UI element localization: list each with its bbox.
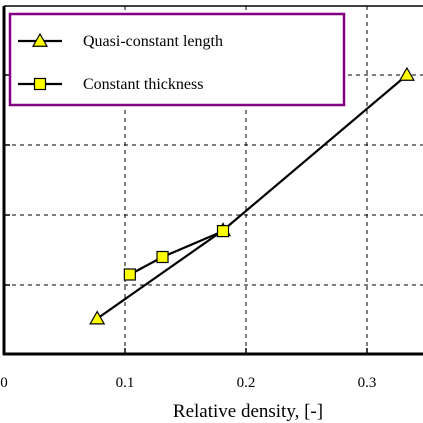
x-axis-title: Relative density, [-] bbox=[173, 401, 323, 422]
legend: Quasi-constant length Constant thickness bbox=[8, 12, 346, 107]
x-tick-label-2: 0.2 bbox=[237, 375, 256, 391]
legend-label-0: Quasi-constant length bbox=[83, 33, 223, 50]
legend-marker-0 bbox=[31, 32, 49, 47]
series-0-point-0 bbox=[89, 310, 106, 325]
series-1-point-1 bbox=[156, 250, 169, 264]
series-line-1 bbox=[129, 230, 224, 276]
legend-marker-1 bbox=[33, 77, 47, 91]
x-tick-label-0: 0 bbox=[0, 375, 8, 391]
series-1 bbox=[123, 225, 230, 281]
x-tick-labels: 0 0.1 0.2 0.3 bbox=[0, 375, 376, 391]
legend-box bbox=[8, 12, 346, 107]
legend-label-1: Constant thickness bbox=[83, 76, 203, 93]
x-tick-label-1: 0.1 bbox=[116, 375, 135, 391]
series-1-point-0 bbox=[123, 268, 136, 281]
plot-frame bbox=[2, 5, 423, 356]
x-tick-label-3: 0.3 bbox=[358, 375, 377, 391]
series-1-point-2 bbox=[216, 225, 230, 238]
series-0-point-2 bbox=[398, 66, 415, 81]
series-line-0 bbox=[96, 74, 408, 320]
series-layer bbox=[89, 66, 415, 325]
